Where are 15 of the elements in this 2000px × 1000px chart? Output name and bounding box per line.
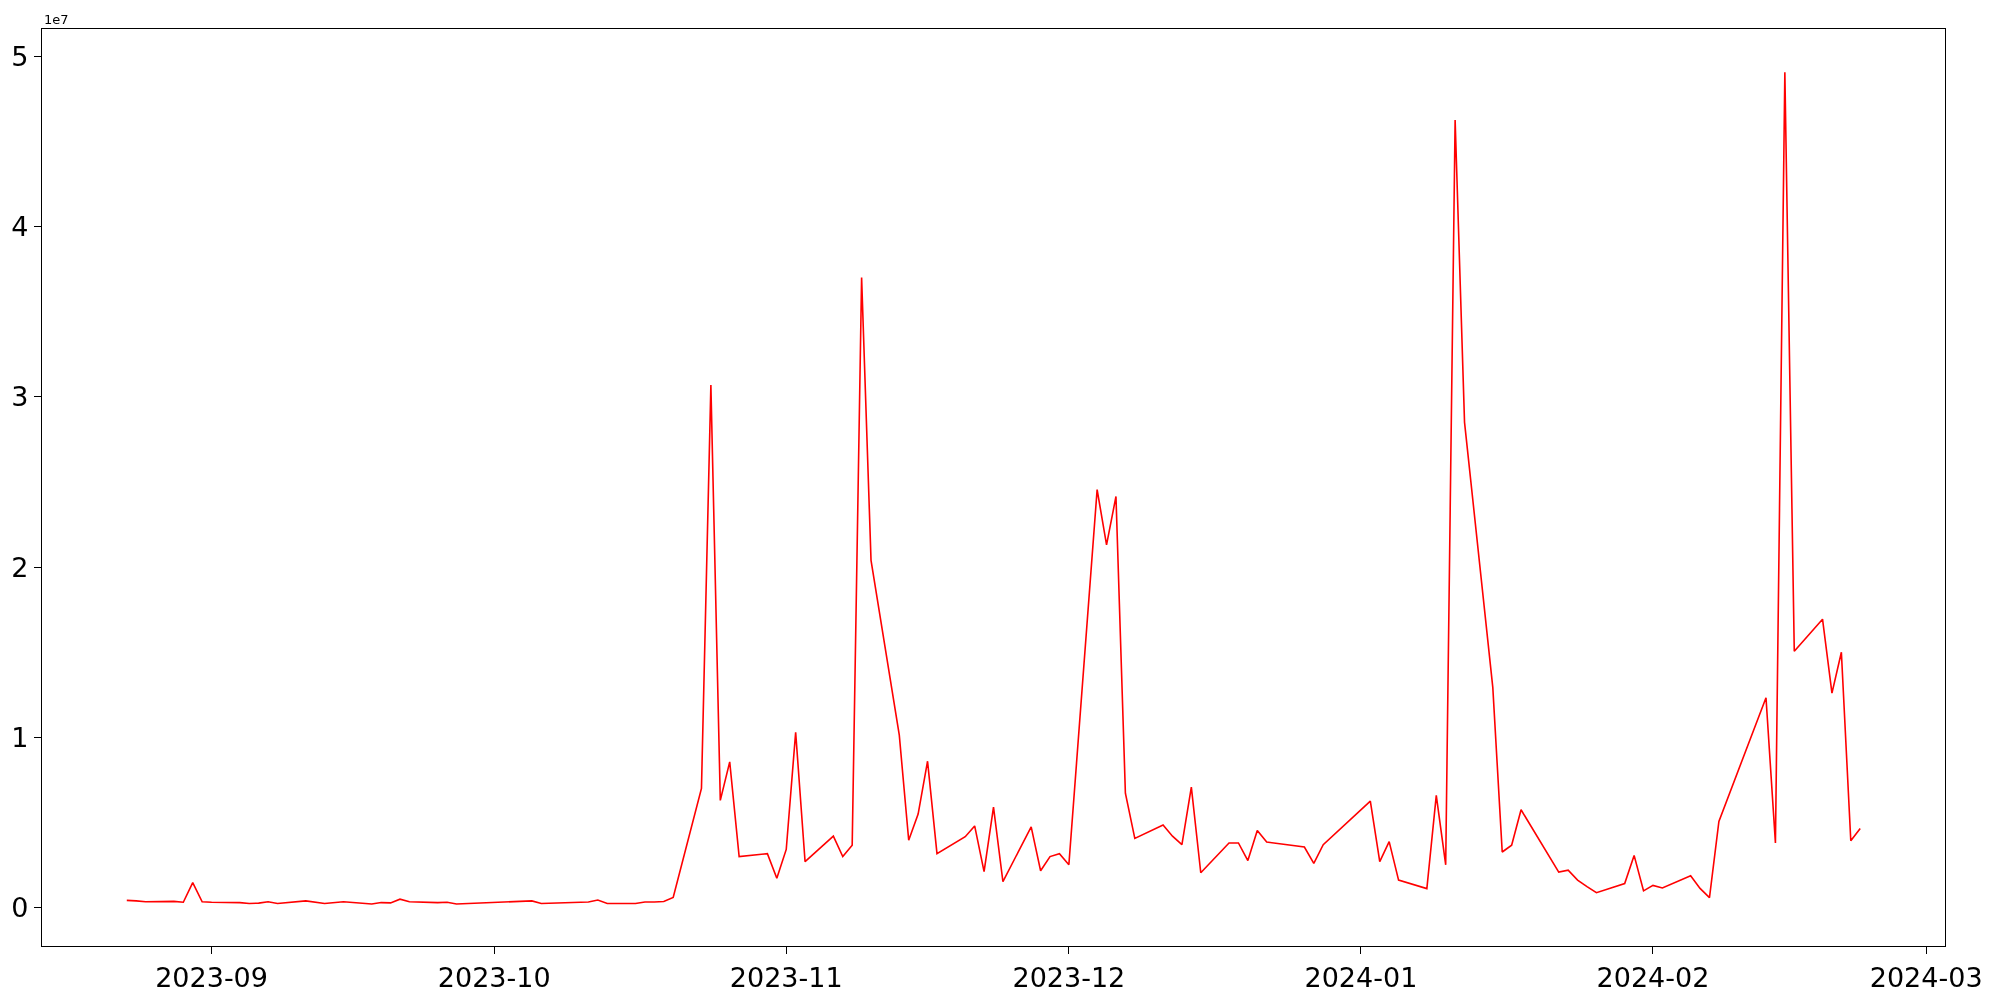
y-tick-label: 1 [11,721,29,753]
y-tick-label: 3 [11,381,29,413]
y-tick-label: 5 [11,40,29,72]
x-tick-label: 2024-02 [1596,961,1710,993]
y-tick-label: 4 [11,210,29,242]
x-tick-label: 2023-09 [155,961,268,993]
y-tick-label: 2 [11,551,29,583]
x-tick-label: 2024-01 [1304,961,1418,993]
y-tick-label: 0 [11,892,29,924]
text: 1e7 [44,12,69,27]
x-tick-label: 2023-12 [1012,961,1126,993]
x-tick-label: 2023-10 [437,961,551,993]
x-tick-label: 2023-11 [729,961,843,993]
line-series [125,71,1862,905]
x-tick-label: 2024-03 [1869,961,1983,993]
